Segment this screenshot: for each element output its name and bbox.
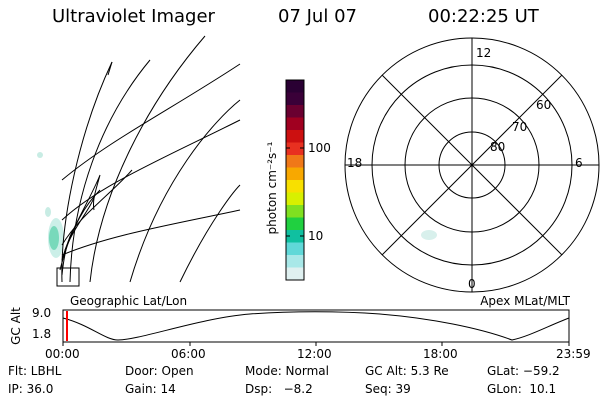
door-info: Door: Open (125, 364, 194, 378)
glon-info: GLon: 10.1 (487, 382, 557, 396)
alt-tick-low: 1.8 (32, 327, 52, 341)
colorbar-segment (286, 105, 304, 118)
colorbar-ticks (286, 147, 304, 237)
colorbar-segment (286, 167, 304, 181)
colorbar-frame (285, 79, 305, 281)
mlt-label-0: 0 (468, 277, 476, 291)
gain-info: Gain: 14 (125, 382, 176, 396)
instrument-title: Ultraviolet Imager (52, 6, 215, 27)
geographic-map (37, 35, 241, 287)
geographic-label: Geographic Lat/Lon (70, 294, 188, 308)
colorbar-segment (286, 192, 304, 206)
colorbar-segment (286, 80, 304, 93)
time-tick-1200: 12:00 (297, 347, 332, 361)
colorbar-tick-10: 10 (308, 229, 324, 243)
apex-label: Apex MLat/MLT (480, 294, 570, 308)
colorbar-tick-100: 100 (308, 141, 331, 155)
time-tick-0000: 00:00 (45, 347, 80, 361)
seq-info: Seq: 39 (365, 382, 411, 396)
polar-grid (344, 37, 600, 293)
colorbar-segment (286, 230, 304, 243)
gc-alt-info: GC Alt: 5.3 Re (365, 364, 449, 378)
mlt-label-12: 12 (476, 46, 492, 60)
mlt-label-6: 6 (575, 156, 583, 170)
colorbar-unit-label: photon cm⁻²s⁻¹ (265, 141, 279, 235)
mlat-label-70: 70 (512, 120, 528, 134)
colorbar-segment (286, 180, 304, 193)
altitude-plot (62, 309, 570, 346)
filter-info: Flt: LBHL (8, 364, 62, 378)
observation-time: 00:22:25 UT (428, 6, 539, 27)
mlt-label-18: 18 (347, 156, 363, 170)
time-tick-1800: 18:00 (423, 347, 458, 361)
mlat-label-80: 80 (490, 140, 506, 154)
colorbar-segment (286, 142, 304, 156)
colorbar-segment (286, 130, 304, 143)
time-tick-0600: 06:00 (171, 347, 206, 361)
alt-axis-label: GC Alt (9, 307, 23, 345)
time-tick-2359: 23:59 (556, 347, 591, 361)
mode-info: Mode: Normal (245, 364, 329, 378)
colorbar-segment (286, 117, 304, 131)
ip-info: IP: 36.0 (8, 382, 54, 396)
colorbar-segment (286, 267, 304, 281)
alt-tick-high: 9.0 (32, 306, 52, 320)
dsp-info: Dsp: −8.2 (245, 382, 313, 396)
colorbar-segment (286, 205, 304, 218)
colorbar-segment (286, 217, 304, 231)
colorbar-segment (286, 155, 304, 168)
intensity-colorbar (285, 79, 305, 281)
colorbar-segment (286, 92, 304, 106)
colorbar-segment (286, 255, 304, 268)
observation-date: 07 Jul 07 (278, 6, 357, 27)
colorbar-segment (286, 242, 304, 256)
glat-info: GLat: −59.2 (487, 364, 560, 378)
mlat-label-60: 60 (536, 98, 552, 112)
